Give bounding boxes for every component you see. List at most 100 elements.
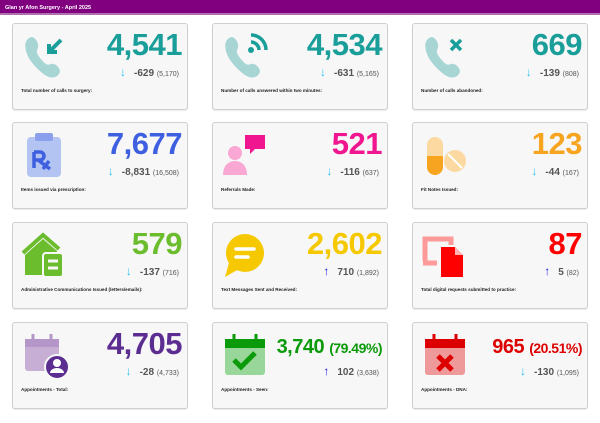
kpi-card: 669 ↓ -139 (808) Number of calls abandone… [412,23,588,110]
change-value: 5 [558,267,564,278]
kpi-change: ↓ -631 (5,165) [320,65,379,79]
change-value: -631 [334,68,355,79]
house-letter-icon [21,232,64,278]
previous-value: (716) [162,270,179,277]
kpi-card: 87 ↑ 5 (82) Total digital requests submit… [412,222,588,309]
kpi-value: 4,705 [106,326,183,361]
kpi-number: 123 [531,126,583,161]
kpi-card: 521 ↓ -116 (637) Referrals Made: [212,122,388,209]
kpi-card: 4,541 ↓ -629 (5,170) Total number of call… [12,23,188,110]
previous-value: (4,733) [156,370,179,377]
previous-value: (167) [562,170,579,177]
digital-request-icon [422,236,463,277]
change-value: -139 [539,68,560,79]
kpi-percent: (79.49%) [329,340,382,356]
calendar-x-icon [425,334,465,375]
kpi-value: 87 [548,226,583,261]
kpi-value: 2,602 [306,226,383,261]
kpi-number: 7,677 [106,126,183,161]
kpi-card: 2,602 ↑ 710 (1,892) Text Messages Sent an… [212,222,388,309]
kpi-percent: (20.51%) [529,340,582,356]
change-value: 710 [337,267,355,278]
page-header: Glan yr Afon Surgery - April 2025 [0,0,600,15]
referral-chat-icon [223,135,265,175]
kpi-value: 7,677 [106,126,183,161]
calendar-person-icon [25,334,69,379]
change-value: -116 [340,167,360,178]
prescription-icon [27,133,61,177]
arrow-up-icon: ↑ [544,264,551,278]
kpi-value: 4,541 [106,27,183,62]
calendar-check-icon [225,334,265,375]
previous-value: (637) [362,170,379,177]
arrow-down-icon: ↓ [320,65,327,79]
kpi-card: 579 ↓ -137 (716) Administrative Communica… [12,222,188,309]
kpi-change: ↓ -8,831 (16,508) [108,164,179,178]
arrow-down-icon: ↓ [520,364,527,378]
kpi-number: 4,705 [106,326,183,361]
kpi-value: 579 [132,227,183,261]
kpi-label: Number of calls abandoned: [421,88,483,93]
change-value: -8,831 [121,167,151,178]
kpi-label: Items issued via prescription: [21,187,86,192]
previous-value: (5,170) [156,71,179,78]
change-value: -44 [545,167,560,178]
kpi-number: 521 [331,126,383,161]
kpi-change: ↓ -139 (808) [526,65,579,79]
previous-value: (16,508) [152,170,179,177]
previous-value: (808) [562,71,579,78]
kpi-number: 87 [548,226,583,261]
kpi-change: ↓ -28 (4,733) [126,364,179,378]
arrow-down-icon: ↓ [326,164,333,178]
kpi-card: 4,705 ↓ -28 (4,733) Appointments - Total: [12,322,188,409]
kpi-number: 4,534 [306,27,383,62]
kpi-card: 7,677 ↓ -8,831 (16,508) Items issued via … [12,122,188,209]
kpi-number: 3,740 [276,336,325,358]
kpi-value: 965 (20.51%) [492,335,582,360]
change-value: -130 [534,367,555,378]
page-title: Glan yr Afon Surgery - April 2025 [5,5,92,11]
kpi-label: Text Messages Sent and Received: [221,287,297,292]
previous-value: (82) [566,270,579,277]
kpi-card: 123 ↓ -44 (167) Fit Notes Issued: [412,122,588,209]
kpi-change: ↓ -137 (716) [126,264,179,278]
speech-bubble-icon [225,234,264,277]
kpi-change: ↓ -44 (167) [531,164,579,178]
kpi-label: Total number of calls to surgery: [21,88,93,93]
kpi-card: 3,740 (79.49%) ↑ 102 (3,638) Appointments… [212,322,388,409]
kpi-label: Total digital requests submitted to prac… [421,287,517,292]
kpi-value: 669 [531,27,583,62]
kpi-label: Number of calls answered within two minu… [221,88,323,93]
kpi-value: 123 [531,126,583,161]
arrow-down-icon: ↓ [125,264,132,278]
kpi-number: 4,541 [106,27,183,62]
arrow-down-icon: ↓ [525,65,532,79]
phone-incoming-icon [25,37,63,78]
kpi-change: ↓ -130 (1,095) [520,364,579,378]
arrow-down-icon: ↓ [120,65,127,79]
kpi-number: 2,602 [306,226,383,261]
previous-value: (3,638) [356,370,379,377]
arrow-down-icon: ↓ [531,164,538,178]
kpi-card: 965 (20.51%) ↓ -130 (1,095) Appointments … [412,322,588,409]
kpi-number: 669 [531,27,583,62]
kpi-value: 3,740 (79.49%) [276,335,383,360]
kpi-change: ↑ 102 (3,638) [323,364,379,378]
previous-value: (1,892) [356,270,379,277]
kpi-change: ↑ 5 (82) [544,264,579,278]
change-value: 102 [337,367,355,378]
kpi-change: ↓ -116 (637) [326,164,379,178]
kpi-label: Administrative Communications Issued (le… [21,287,143,292]
change-value: -137 [139,267,160,278]
kpi-label: Appointments - DNA: [421,387,468,392]
kpi-number: 965 [492,336,525,358]
phone-answered-icon [225,33,268,78]
arrow-down-icon: ↓ [125,364,132,378]
kpi-value: 521 [331,126,383,161]
kpi-label: Fit Notes Issued: [421,187,459,192]
previous-value: (5,165) [356,71,379,78]
arrow-down-icon: ↓ [107,164,114,178]
kpi-change: ↑ 710 (1,892) [323,264,379,278]
previous-value: (1,095) [556,370,579,377]
arrow-up-icon: ↑ [323,364,330,378]
